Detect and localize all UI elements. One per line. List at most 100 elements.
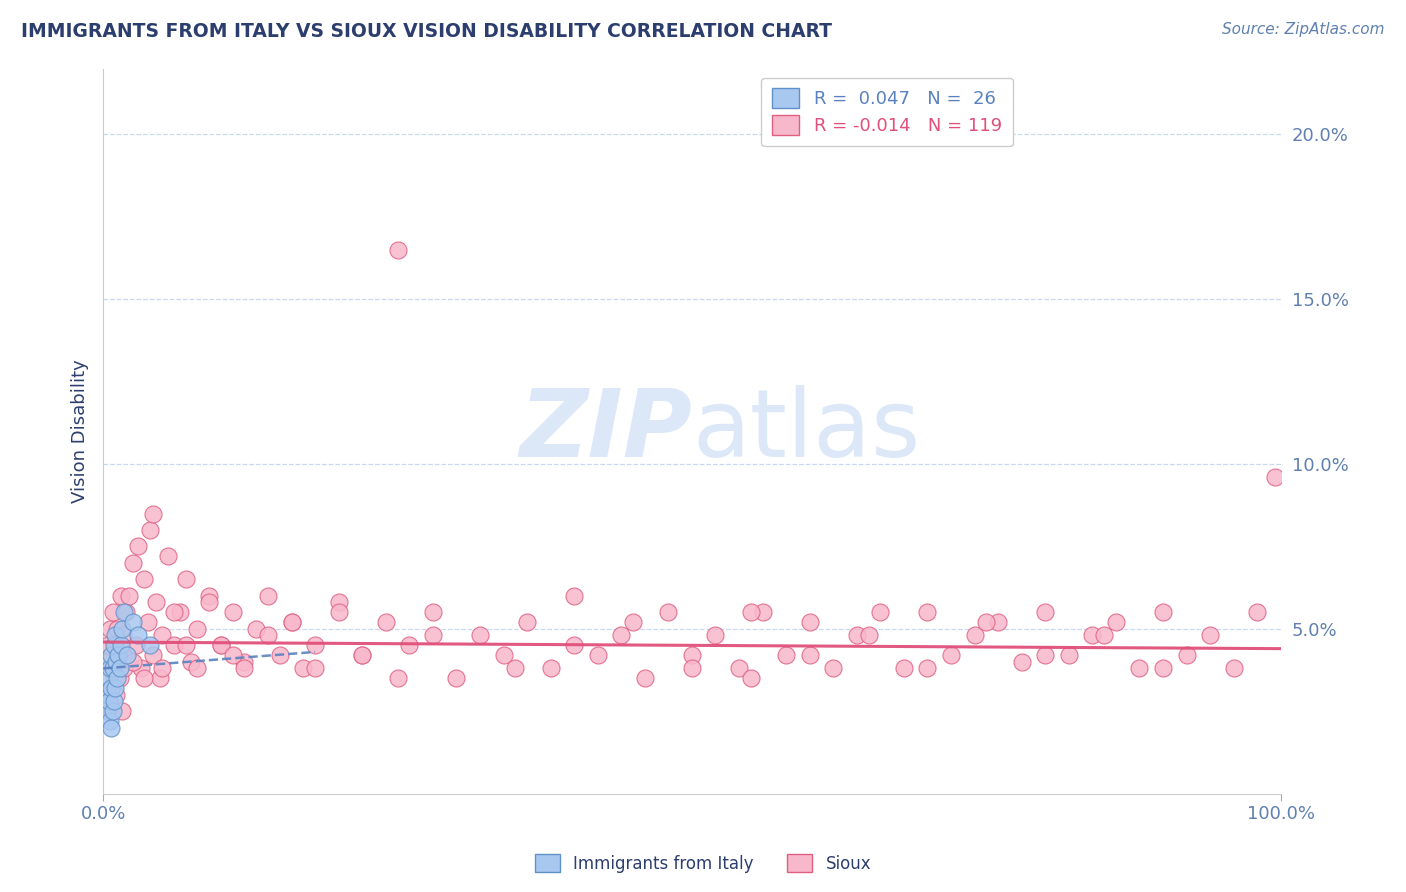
Point — [149, 671, 172, 685]
Point — [374, 615, 396, 630]
Point — [221, 606, 243, 620]
Point — [1199, 628, 1222, 642]
Point — [1175, 648, 1198, 663]
Point — [98, 694, 121, 708]
Point — [96, 655, 118, 669]
Point — [114, 606, 136, 620]
Point — [1057, 648, 1080, 663]
Point — [1033, 606, 1056, 620]
Point — [987, 615, 1010, 630]
Point — [1128, 661, 1150, 675]
Point — [422, 606, 444, 620]
Point — [233, 661, 256, 675]
Point — [100, 648, 122, 663]
Point — [121, 615, 143, 630]
Point — [387, 671, 409, 685]
Point — [104, 681, 127, 696]
Point — [145, 595, 167, 609]
Point — [799, 648, 821, 663]
Point — [100, 681, 122, 696]
Point — [492, 648, 515, 663]
Point — [110, 638, 132, 652]
Point — [111, 622, 134, 636]
Point — [111, 704, 134, 718]
Point — [98, 714, 121, 728]
Point — [280, 615, 302, 630]
Point — [634, 671, 657, 685]
Point — [209, 638, 232, 652]
Point — [1246, 606, 1268, 620]
Point — [121, 556, 143, 570]
Point — [127, 628, 149, 642]
Point — [180, 655, 202, 669]
Point — [398, 638, 420, 652]
Text: Source: ZipAtlas.com: Source: ZipAtlas.com — [1222, 22, 1385, 37]
Point — [468, 628, 491, 642]
Point — [1105, 615, 1128, 630]
Point — [799, 615, 821, 630]
Point — [156, 549, 179, 564]
Point — [107, 648, 129, 663]
Point — [98, 671, 121, 685]
Point — [976, 615, 998, 630]
Y-axis label: Vision Disability: Vision Disability — [72, 359, 89, 503]
Point — [610, 628, 633, 642]
Point — [101, 704, 124, 718]
Point — [100, 704, 122, 718]
Point — [105, 655, 128, 669]
Point — [134, 671, 156, 685]
Point — [917, 606, 939, 620]
Point — [104, 628, 127, 642]
Point — [103, 694, 125, 708]
Point — [963, 628, 986, 642]
Point — [1081, 628, 1104, 642]
Point — [101, 661, 124, 675]
Point — [139, 523, 162, 537]
Point — [118, 589, 141, 603]
Point — [352, 648, 374, 663]
Point — [1222, 661, 1244, 675]
Point — [108, 661, 131, 675]
Point — [221, 648, 243, 663]
Point — [198, 589, 221, 603]
Point — [127, 540, 149, 554]
Point — [97, 688, 120, 702]
Point — [121, 655, 143, 669]
Point — [150, 628, 173, 642]
Point — [1152, 606, 1174, 620]
Point — [103, 638, 125, 652]
Point — [245, 622, 267, 636]
Point — [562, 589, 585, 603]
Point — [292, 661, 315, 675]
Point — [858, 628, 880, 642]
Point — [129, 661, 152, 675]
Point — [105, 688, 128, 702]
Point — [387, 243, 409, 257]
Point — [186, 622, 208, 636]
Point — [198, 595, 221, 609]
Point — [112, 628, 135, 642]
Point — [139, 638, 162, 652]
Point — [823, 661, 845, 675]
Point — [163, 638, 186, 652]
Point — [681, 661, 703, 675]
Point — [1011, 655, 1033, 669]
Point — [740, 671, 762, 685]
Point — [657, 606, 679, 620]
Point — [98, 688, 121, 702]
Point — [107, 648, 129, 663]
Point — [1152, 661, 1174, 675]
Point — [304, 638, 326, 652]
Point — [174, 638, 197, 652]
Point — [1092, 628, 1115, 642]
Point — [893, 661, 915, 675]
Point — [142, 507, 165, 521]
Point — [328, 606, 350, 620]
Point — [105, 622, 128, 636]
Point — [1033, 648, 1056, 663]
Point — [728, 661, 751, 675]
Point — [586, 648, 609, 663]
Point — [845, 628, 868, 642]
Point — [209, 638, 232, 652]
Point — [174, 573, 197, 587]
